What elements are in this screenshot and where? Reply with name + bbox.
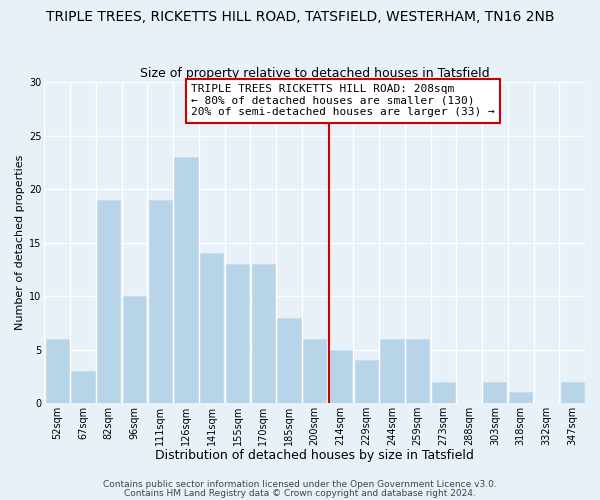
Bar bbox=[355, 360, 378, 403]
Bar bbox=[484, 382, 506, 403]
Bar bbox=[432, 382, 455, 403]
Bar bbox=[123, 296, 146, 403]
Bar bbox=[560, 382, 584, 403]
Bar bbox=[277, 318, 301, 403]
Bar bbox=[509, 392, 532, 403]
Bar bbox=[46, 339, 69, 403]
Bar bbox=[251, 264, 275, 403]
Bar bbox=[303, 339, 326, 403]
Text: Contains public sector information licensed under the Open Government Licence v3: Contains public sector information licen… bbox=[103, 480, 497, 489]
Bar bbox=[149, 200, 172, 403]
Bar bbox=[71, 371, 95, 403]
X-axis label: Distribution of detached houses by size in Tatsfield: Distribution of detached houses by size … bbox=[155, 450, 474, 462]
Title: Size of property relative to detached houses in Tatsfield: Size of property relative to detached ho… bbox=[140, 66, 490, 80]
Bar bbox=[329, 350, 352, 403]
Text: TRIPLE TREES, RICKETTS HILL ROAD, TATSFIELD, WESTERHAM, TN16 2NB: TRIPLE TREES, RICKETTS HILL ROAD, TATSFI… bbox=[46, 10, 554, 24]
Bar bbox=[406, 339, 429, 403]
Bar bbox=[200, 254, 223, 403]
Text: TRIPLE TREES RICKETTS HILL ROAD: 208sqm
← 80% of detached houses are smaller (13: TRIPLE TREES RICKETTS HILL ROAD: 208sqm … bbox=[191, 84, 495, 117]
Bar bbox=[380, 339, 404, 403]
Bar bbox=[226, 264, 249, 403]
Bar bbox=[175, 157, 197, 403]
Bar bbox=[97, 200, 121, 403]
Text: Contains HM Land Registry data © Crown copyright and database right 2024.: Contains HM Land Registry data © Crown c… bbox=[124, 488, 476, 498]
Y-axis label: Number of detached properties: Number of detached properties bbox=[15, 155, 25, 330]
